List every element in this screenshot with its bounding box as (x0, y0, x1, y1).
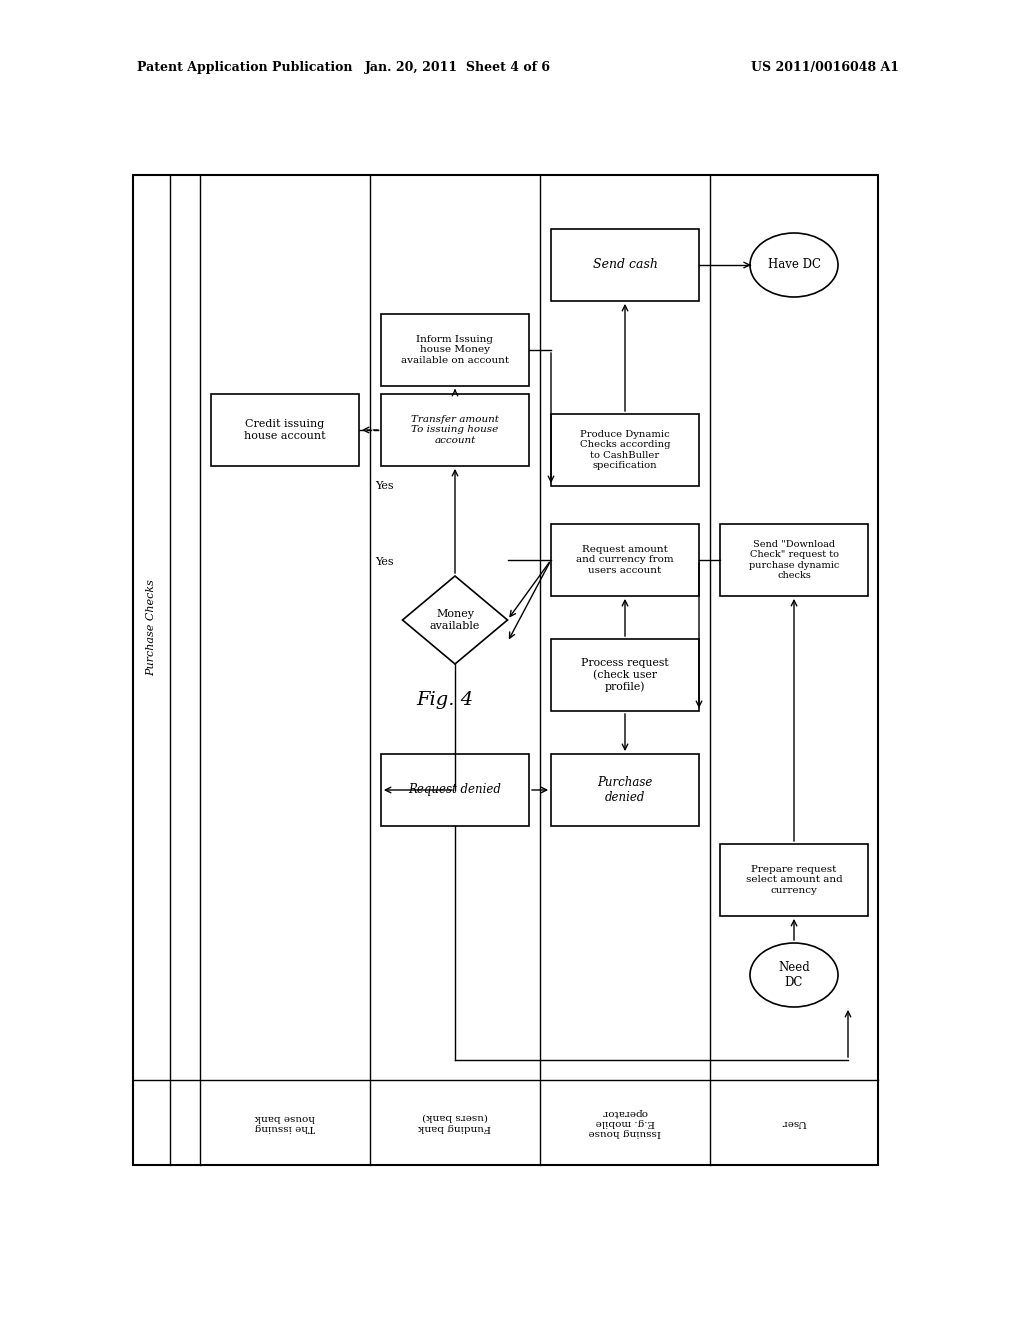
Bar (551, 414, 699, 486)
Text: Send cash: Send cash (593, 259, 657, 272)
Text: Transfer amount
To issuing house
account: Transfer amount To issuing house account (411, 414, 499, 445)
Bar (551, 228, 699, 301)
Text: Funding bank
(users bank): Funding bank (users bank) (419, 1113, 492, 1133)
Bar (211, 393, 359, 466)
Text: Produce Dynamic
Checks according
to CashBuller
specification: Produce Dynamic Checks according to Cash… (580, 430, 671, 470)
Bar (381, 754, 529, 826)
Bar (381, 393, 529, 466)
Text: Have DC: Have DC (768, 259, 820, 272)
Bar (720, 843, 868, 916)
Bar (551, 754, 699, 826)
Text: Credit issuing
house account: Credit issuing house account (244, 420, 326, 441)
Text: Issuing house
E.g. mobile
operator: Issuing house E.g. mobile operator (589, 1107, 662, 1138)
Bar (551, 524, 699, 597)
Bar (720, 524, 868, 597)
Text: Request amount
and currency from
users account: Request amount and currency from users a… (577, 545, 674, 576)
Text: Request denied: Request denied (409, 784, 502, 796)
Text: User: User (781, 1118, 807, 1127)
Text: Process request
(check user
profile): Process request (check user profile) (582, 657, 669, 692)
Text: The issuing
house bank: The issuing house bank (255, 1113, 315, 1133)
Text: Send "Download
Check" request to
purchase dynamic
checks: Send "Download Check" request to purchas… (749, 540, 840, 579)
Text: Need
DC: Need DC (778, 961, 810, 989)
Text: Purchase Checks: Purchase Checks (146, 579, 157, 676)
Text: Prepare request
select amount and
currency: Prepare request select amount and curren… (745, 865, 843, 895)
Text: Fig. 4: Fig. 4 (417, 690, 473, 709)
Text: Yes: Yes (375, 557, 394, 568)
Text: Jan. 20, 2011  Sheet 4 of 6: Jan. 20, 2011 Sheet 4 of 6 (365, 61, 551, 74)
Ellipse shape (750, 234, 838, 297)
Ellipse shape (750, 942, 838, 1007)
Text: Inform Issuing
house Money
available on account: Inform Issuing house Money available on … (401, 335, 509, 364)
Text: US 2011/0016048 A1: US 2011/0016048 A1 (751, 61, 899, 74)
Bar (381, 314, 529, 385)
Text: Yes: Yes (375, 480, 394, 491)
Text: Purchase
denied: Purchase denied (597, 776, 652, 804)
Bar (133, 176, 878, 1166)
Polygon shape (402, 576, 508, 664)
Text: Money
available: Money available (430, 610, 480, 631)
Text: Patent Application Publication: Patent Application Publication (137, 61, 352, 74)
Bar (551, 639, 699, 711)
